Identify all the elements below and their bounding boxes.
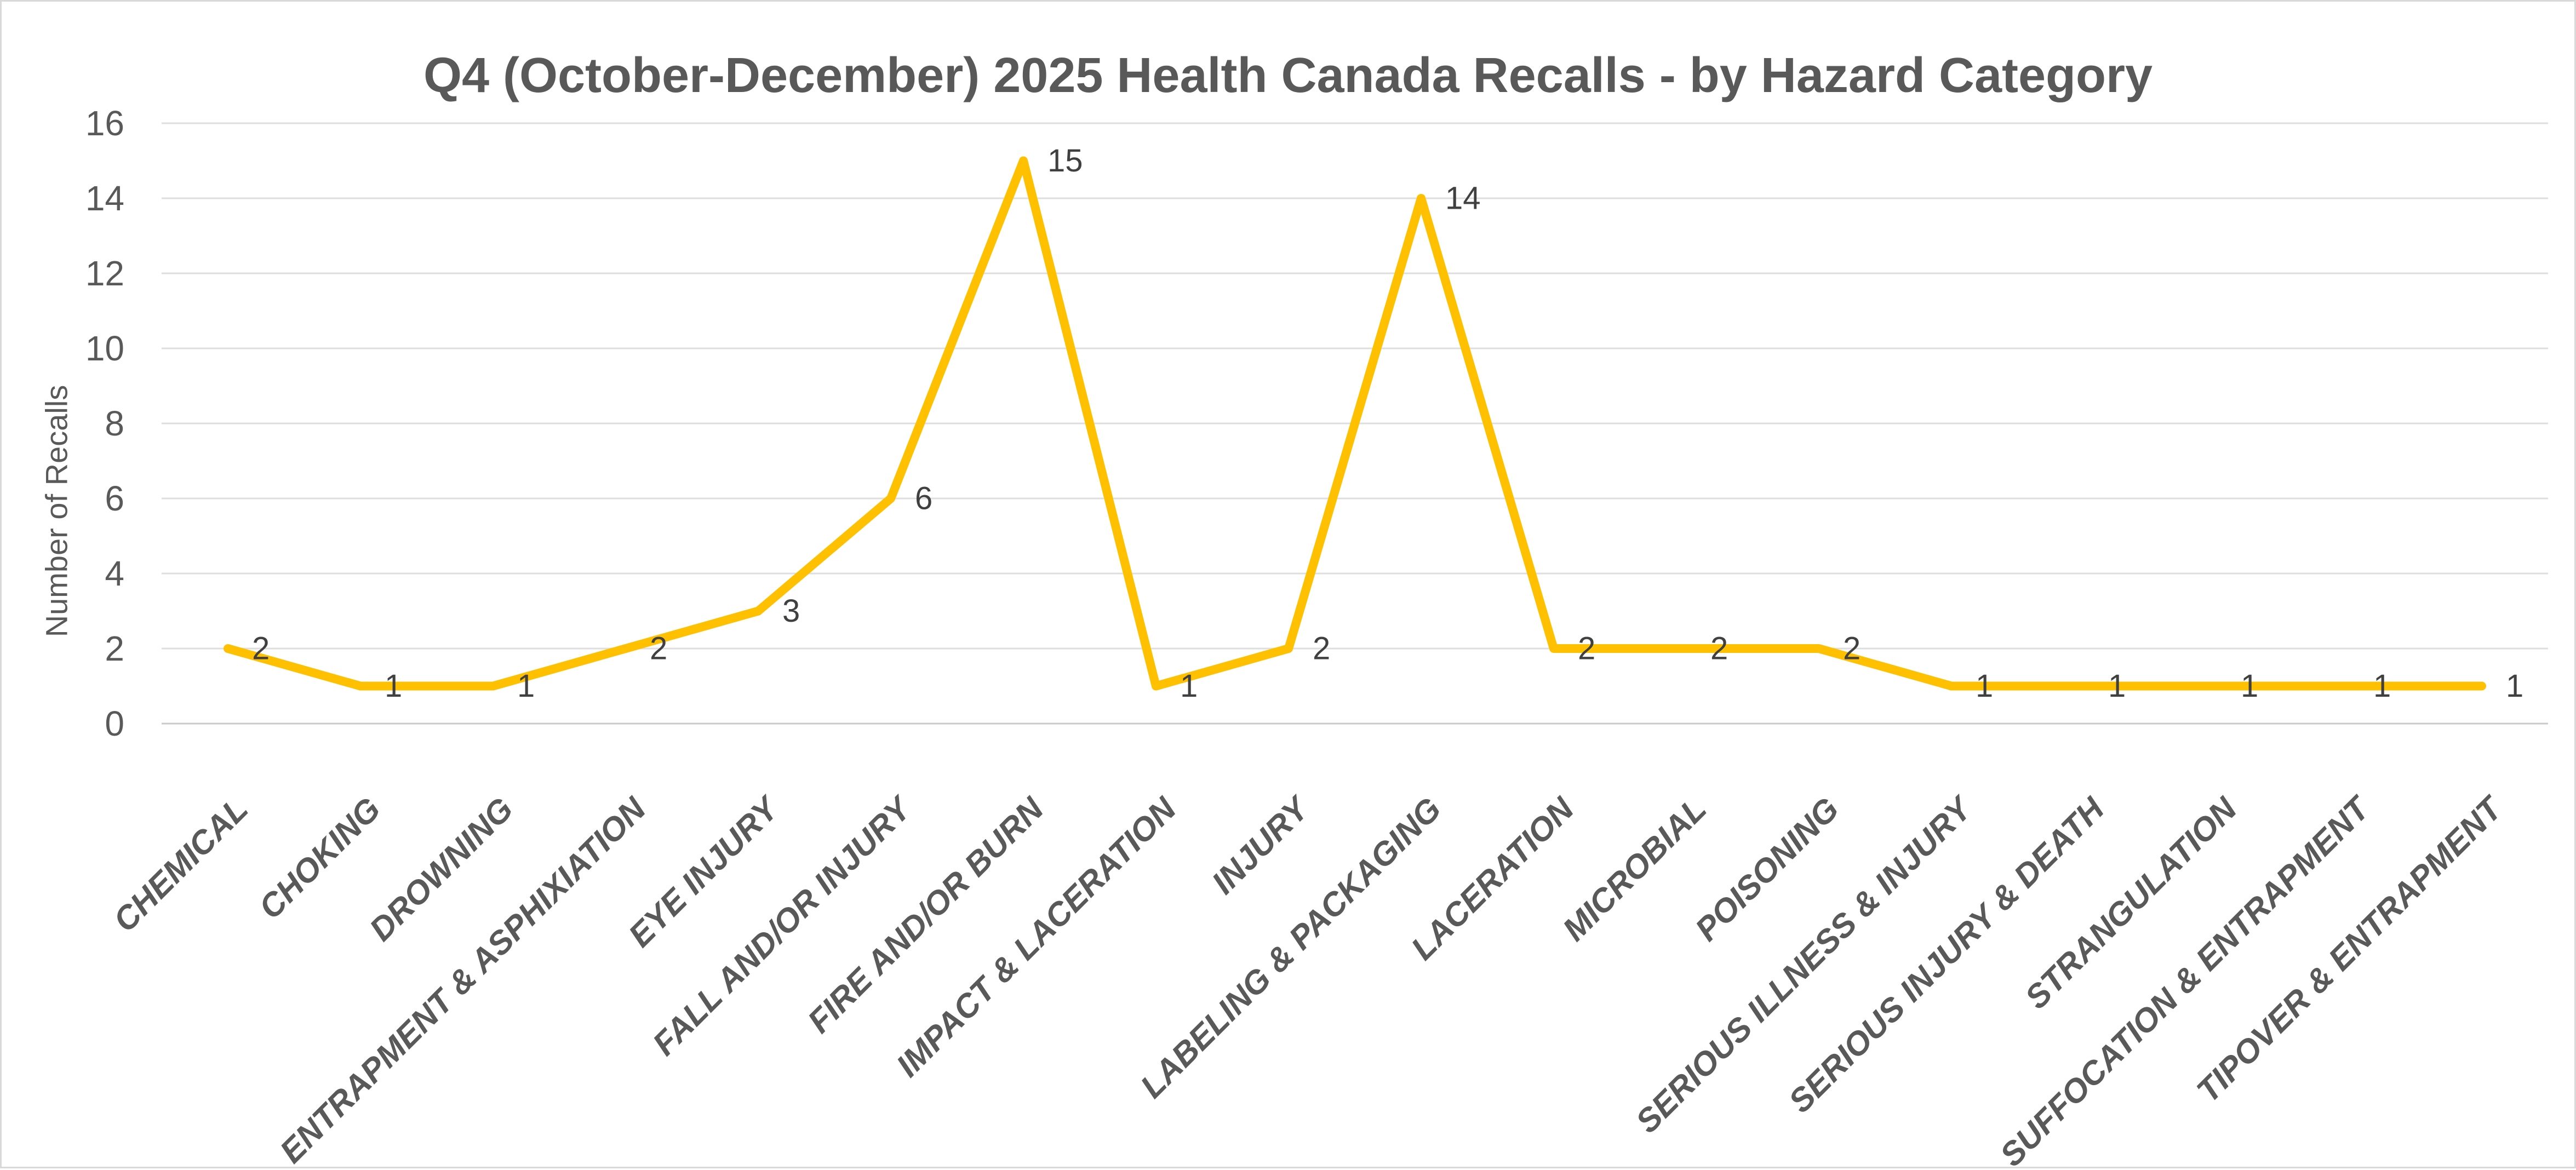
- data-label-14: 1: [2108, 668, 2126, 704]
- y-tick-label-4: 4: [105, 554, 124, 593]
- data-label-15: 1: [2241, 668, 2258, 704]
- x-category-label-8: INJURY: [1205, 788, 1318, 901]
- data-label-1: 1: [385, 668, 402, 704]
- data-label-11: 2: [1710, 631, 1728, 667]
- data-label-13: 1: [1976, 668, 1993, 704]
- data-label-2: 1: [517, 668, 535, 704]
- data-label-6: 15: [1047, 143, 1083, 179]
- data-label-9: 14: [1445, 181, 1481, 216]
- data-label-10: 2: [1578, 631, 1595, 667]
- x-category-label-6: FIRE AND/OR BURN: [800, 790, 1051, 1040]
- x-category-label-0: CHEMICAL: [106, 790, 255, 939]
- y-tick-label-0: 0: [105, 704, 124, 743]
- y-tick-label-10: 10: [85, 329, 124, 368]
- x-category-label-5: FALL AND/OR INJURY: [645, 788, 919, 1062]
- y-tick-label-12: 12: [85, 254, 124, 293]
- data-label-16: 1: [2373, 668, 2391, 704]
- data-label-12: 2: [1843, 631, 1861, 667]
- data-label-8: 2: [1313, 631, 1330, 667]
- x-category-label-11: MICROBIAL: [1555, 790, 1713, 948]
- data-label-4: 3: [782, 593, 800, 629]
- y-tick-label-8: 8: [105, 404, 124, 443]
- y-tick-label-2: 2: [105, 629, 124, 668]
- data-label-3: 2: [650, 631, 667, 667]
- data-label-17: 1: [2506, 668, 2523, 704]
- data-label-0: 2: [252, 631, 270, 667]
- data-label-5: 6: [915, 481, 932, 517]
- x-category-label-1: CHOKING: [251, 790, 387, 926]
- data-label-7: 1: [1180, 668, 1198, 704]
- y-tick-label-14: 14: [85, 179, 124, 218]
- y-tick-label-6: 6: [105, 479, 124, 518]
- x-category-label-7: IMPACT & LACERATION: [889, 790, 1183, 1084]
- y-tick-label-16: 16: [85, 104, 124, 143]
